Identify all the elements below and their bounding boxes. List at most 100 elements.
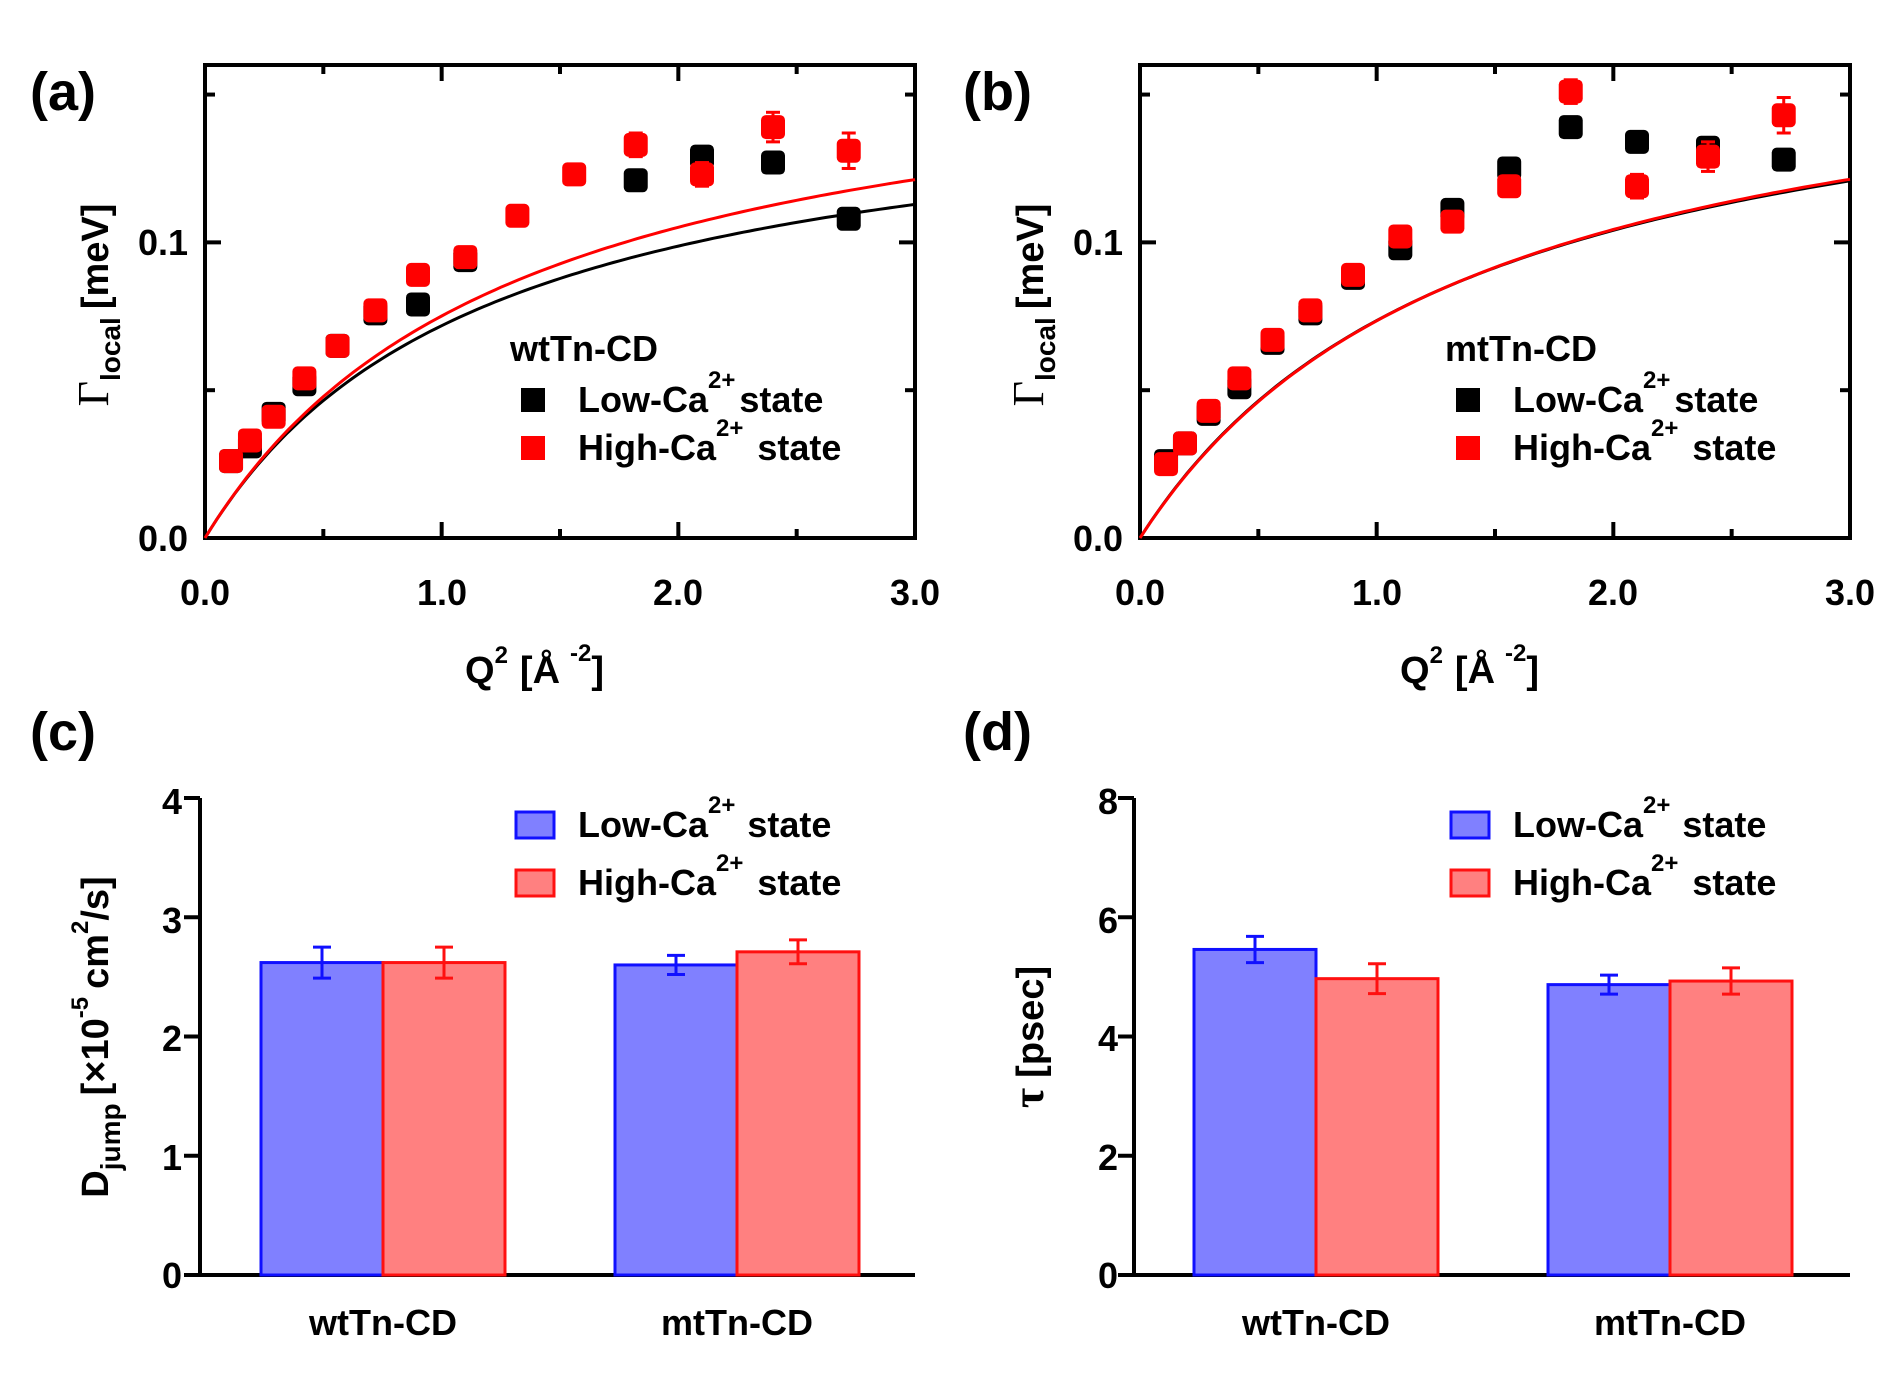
data-point-high <box>623 132 648 157</box>
legend-entry-low: Low-Ca2+ state <box>578 367 823 420</box>
data-point-high <box>505 203 530 228</box>
legend-high-suffix: state <box>1692 862 1776 903</box>
x-axis-q: Q <box>1400 650 1430 692</box>
legend-low-name: Low-Ca <box>578 804 709 845</box>
data-point-high <box>1227 366 1252 391</box>
y-axis-gamma: Γ <box>1004 381 1053 406</box>
data-point-high <box>237 428 262 453</box>
panel-b-xtick-label: 1.0 <box>1352 572 1402 613</box>
legend-marker-high <box>514 868 556 898</box>
legend-low-name: Low-Ca <box>1513 379 1644 420</box>
data-point-high <box>453 245 478 270</box>
panel-a-legend-title: wtTn-CD <box>509 328 658 369</box>
data-point-high <box>1558 79 1583 104</box>
data-point-low <box>1558 115 1583 140</box>
legend-entry-high: High-Ca2+ state <box>578 850 841 903</box>
bar-low <box>613 963 739 1277</box>
panel-c-ticks <box>184 796 200 1277</box>
panel-a-ytick-label: 0.0 <box>138 518 188 559</box>
y-axis-unit3: /s] <box>75 876 117 920</box>
panel-b-ytick-label: 0.0 <box>1073 518 1123 559</box>
bar-high <box>1668 979 1794 1277</box>
data-point-low <box>406 292 430 317</box>
panel-a-ticks <box>203 65 917 540</box>
bar-high <box>1314 977 1440 1277</box>
fit-curve-low <box>203 202 916 539</box>
panel-c-ytick-label: 0 <box>162 1255 182 1296</box>
legend-high-suffix: state <box>757 862 841 903</box>
y-axis-local: local <box>1030 317 1061 381</box>
data-point-high <box>325 333 350 358</box>
data-point-low <box>1625 129 1649 154</box>
panel-b-legend: mtTn-CD Low-Ca2+ state High-Ca2+ state <box>1445 328 1776 468</box>
panel-b-y-tick-labels: 0.0 0.1 <box>1073 222 1123 559</box>
panel-d-bars <box>1192 934 1794 1277</box>
data-point-high <box>836 138 861 163</box>
legend-high-name: High-Ca <box>1513 427 1652 468</box>
panel-b: (b) 0.0 1.0 2.0 3.0 0.0 0.1 Q2 [Å -2] Γloc… <box>963 62 1875 692</box>
x-axis-unit-sup: -2 <box>570 640 591 667</box>
panel-c: (c) 0 1 2 3 4 Djump[×10-5cm2/s] wtTn-CD … <box>30 702 915 1343</box>
panel-d-ticks <box>1118 796 1134 1277</box>
legend-low-name: Low-Ca <box>1513 804 1644 845</box>
panel-c-category-label: wtTn-CD <box>308 1302 457 1343</box>
panel-a-xtick-label: 2.0 <box>653 572 703 613</box>
y-axis-unit: [×10 <box>75 1018 117 1095</box>
legend-marker-high <box>1449 868 1491 898</box>
y-axis-unit: [meV] <box>1010 204 1052 310</box>
data-point-high <box>1298 298 1323 323</box>
panel-d-ytick-label: 4 <box>1098 1018 1118 1059</box>
x-axis-unit-sup: -2 <box>1505 640 1526 667</box>
bar-low <box>259 961 385 1277</box>
x-axis-unit: [Å <box>520 648 560 692</box>
x-axis-q-sup: 2 <box>1430 642 1443 669</box>
panel-a-xtick-label: 3.0 <box>890 572 940 613</box>
y-axis-unit: [meV] <box>75 204 117 310</box>
data-point-high <box>562 162 587 187</box>
panel-d-ytick-label: 2 <box>1098 1137 1118 1178</box>
legend-marker-low <box>1449 810 1491 840</box>
legend-marker-high <box>1456 436 1480 460</box>
y-axis-tau: τ <box>1004 1088 1053 1108</box>
legend-high-sup: 2+ <box>716 850 743 877</box>
data-point-high <box>1260 327 1285 352</box>
legend-marker-low <box>521 388 545 412</box>
panel-c-category-label: mtTn-CD <box>661 1302 813 1343</box>
legend-low-suffix: state <box>1674 379 1758 420</box>
data-point-high <box>1625 174 1649 199</box>
data-point-low <box>836 206 861 231</box>
data-point-low <box>1771 147 1796 172</box>
panel-d-category-label: wtTn-CD <box>1241 1302 1390 1343</box>
legend-low-sup: 2+ <box>1643 792 1670 819</box>
data-point-high <box>292 366 317 391</box>
x-axis-q-sup: 2 <box>495 642 508 669</box>
panel-a-legend: wtTn-CD Low-Ca2+ state High-Ca2+ state <box>509 328 841 468</box>
data-point-high <box>761 115 785 140</box>
x-axis-q: Q <box>465 650 495 692</box>
fit-curve-high <box>203 178 916 539</box>
panel-c-legend: Low-Ca2+ state High-Ca2+ state <box>514 792 841 903</box>
legend-low-suffix: state <box>739 379 823 420</box>
panel-d-y-tick-labels: 0 2 4 6 8 <box>1098 781 1118 1296</box>
data-point-high <box>261 404 286 429</box>
panel-a-xtick-label: 1.0 <box>417 572 467 613</box>
data-point-high <box>1497 174 1522 199</box>
y-axis-local: local <box>95 317 126 381</box>
panel-c-y-tick-labels: 0 1 2 3 4 <box>162 781 182 1296</box>
data-point-high <box>1388 224 1413 249</box>
panel-d-x-category-labels: wtTn-CD mtTn-CD <box>1241 1302 1746 1343</box>
panel-a-x-tick-labels: 0.0 1.0 2.0 3.0 <box>180 572 940 613</box>
legend-entry-low: Low-Ca2+ state <box>1513 367 1758 420</box>
data-point-high <box>363 298 388 323</box>
legend-marker-high <box>521 436 545 460</box>
legend-low-suffix: state <box>1682 804 1766 845</box>
y-axis-unit: [psec] <box>1010 966 1052 1078</box>
panel-a: (a) 0.0 1.0 2.0 3.0 0.0 0.1 Q2 [Å -2] Γloc… <box>30 62 940 692</box>
panel-a-label: (a) <box>30 62 96 122</box>
x-axis-unit: [Å <box>1455 648 1495 692</box>
panel-d-y-axis-title: τ [psec] <box>1004 966 1053 1108</box>
panel-c-ytick-label: 4 <box>162 781 182 822</box>
panel-b-xtick-label: 3.0 <box>1825 572 1875 613</box>
legend-entry-high: High-Ca2+ state <box>578 415 841 468</box>
x-axis-close: ] <box>1526 650 1539 692</box>
